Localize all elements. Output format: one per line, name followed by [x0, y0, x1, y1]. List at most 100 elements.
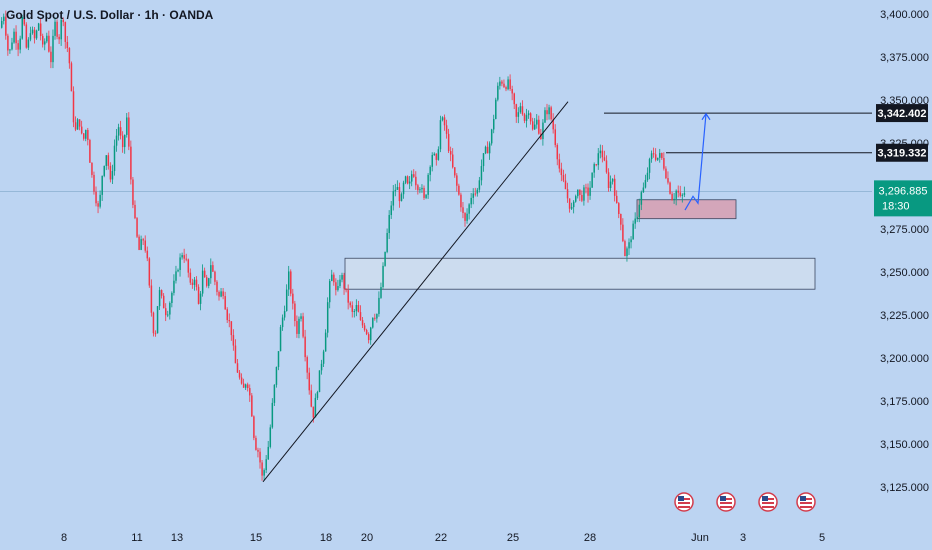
candle-body	[636, 217, 638, 219]
candle-body	[269, 427, 272, 447]
candle-body	[7, 35, 9, 51]
candle-body	[644, 180, 647, 188]
candle-body	[411, 174, 413, 182]
candle-body	[613, 178, 616, 196]
candle-body	[482, 153, 485, 167]
candle-body	[107, 155, 110, 166]
candle-body	[156, 306, 159, 334]
candle-body	[201, 270, 204, 294]
candle-body	[675, 190, 677, 199]
candle-body	[42, 35, 44, 45]
candle-body	[257, 449, 259, 452]
candle-body	[458, 185, 460, 195]
x-tick-label: 25	[507, 532, 519, 544]
candle-body	[109, 165, 112, 180]
candle-body	[87, 129, 89, 140]
candle-body	[208, 278, 210, 286]
candle-body	[191, 282, 194, 285]
candle-body	[523, 114, 526, 121]
candle-body	[663, 158, 665, 169]
candle-body	[587, 187, 589, 196]
candle-body	[618, 203, 620, 214]
candle-body	[62, 19, 64, 23]
candle-body	[185, 258, 187, 260]
candle-body	[19, 38, 21, 50]
flag-canton	[800, 496, 806, 501]
candle-body	[167, 314, 169, 316]
candle-body	[646, 172, 649, 181]
candle-body	[417, 185, 419, 191]
candle-body	[228, 320, 231, 322]
candle-body	[667, 178, 669, 183]
flag-stripe	[800, 502, 812, 504]
candle-body	[101, 175, 103, 195]
candle-body	[187, 259, 190, 273]
candle-body	[298, 318, 300, 334]
candle-body	[486, 146, 489, 154]
candle-body	[351, 305, 354, 312]
y-tick-label: 3,275.000	[880, 224, 929, 236]
candle-body	[536, 119, 538, 125]
candle-body	[183, 255, 185, 259]
candle-body	[160, 290, 163, 296]
candle-body	[238, 372, 241, 378]
level-label-bg-0	[876, 104, 928, 123]
candle-body	[271, 402, 274, 428]
candle-body	[310, 390, 313, 407]
flag-stripe	[678, 506, 690, 508]
candle-body	[236, 363, 239, 373]
candle-body	[265, 459, 267, 471]
current-price-countdown: 18:30	[882, 200, 910, 212]
candle-body	[357, 305, 360, 313]
candle-body	[581, 194, 583, 201]
candle-body	[56, 21, 58, 37]
candle-body	[60, 19, 62, 40]
candle-body	[589, 187, 591, 196]
y-tick-label: 3,225.000	[880, 310, 929, 322]
candle-body	[564, 180, 567, 190]
candle-body	[677, 190, 679, 193]
y-tick-label: 3,200.000	[880, 353, 929, 365]
flag-stripe	[762, 502, 774, 504]
candle-body	[376, 313, 378, 319]
candle-body	[95, 191, 97, 204]
candle-body	[593, 164, 595, 173]
candle-body	[517, 112, 520, 117]
flag-stripe	[720, 502, 732, 504]
candle-body	[296, 321, 298, 334]
candle-body	[515, 104, 518, 117]
candle-body	[671, 193, 673, 201]
candle-body	[322, 351, 325, 364]
candle-body	[367, 334, 370, 341]
projection-path	[684, 113, 707, 211]
candle-body	[497, 85, 499, 100]
candle-body	[400, 194, 403, 202]
candle-body	[195, 279, 198, 287]
candle-body	[52, 35, 54, 63]
y-tick-label: 3,125.000	[880, 482, 929, 494]
candle-body	[542, 122, 544, 140]
candle-body	[132, 179, 134, 205]
candle-body	[5, 16, 7, 36]
candle-body	[326, 302, 329, 333]
candle-body	[378, 297, 380, 314]
candle-body	[3, 16, 5, 21]
candle-body	[130, 146, 132, 180]
candle-body	[263, 470, 265, 476]
candle-body	[288, 271, 290, 290]
candle-body	[320, 363, 323, 371]
candle-body	[628, 242, 630, 249]
candle-body	[683, 193, 686, 195]
candle-body	[380, 287, 382, 298]
candle-body	[435, 153, 438, 160]
candle-body	[316, 392, 319, 398]
candle-body	[337, 286, 339, 291]
candle-body	[591, 172, 593, 188]
candle-body	[158, 290, 161, 307]
candle-body	[447, 133, 450, 152]
candle-body	[642, 187, 645, 193]
candle-body	[507, 79, 509, 90]
candle-body	[468, 204, 470, 214]
candle-body	[335, 282, 337, 291]
candle-body	[622, 224, 624, 242]
